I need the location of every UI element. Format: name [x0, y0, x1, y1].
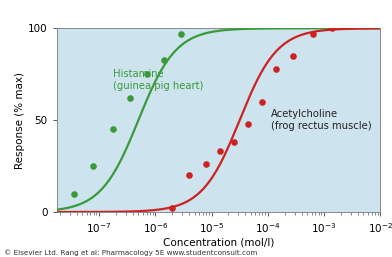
Point	[178, 32, 184, 36]
Point	[290, 54, 296, 58]
Point	[245, 122, 251, 126]
Point	[273, 67, 279, 71]
Point	[217, 149, 223, 153]
X-axis label: Concentration (mol/l): Concentration (mol/l)	[163, 238, 274, 248]
Point	[310, 32, 316, 36]
Point	[110, 127, 116, 131]
Point	[71, 192, 77, 196]
Point	[169, 206, 175, 210]
Point	[203, 162, 209, 166]
Point	[259, 100, 265, 104]
Text: Acetylcholine
(frog rectus muscle): Acetylcholine (frog rectus muscle)	[270, 109, 371, 131]
Text: Histamine
(guinea pig heart): Histamine (guinea pig heart)	[113, 69, 203, 91]
Point	[161, 58, 167, 62]
Point	[231, 140, 237, 144]
Y-axis label: Response (% max): Response (% max)	[15, 72, 25, 169]
Point	[329, 26, 336, 30]
Text: © Elsevier Ltd. Rang et al: Pharmacology 5E www.studentconsult.com: © Elsevier Ltd. Rang et al: Pharmacology…	[4, 249, 257, 256]
Point	[144, 72, 150, 76]
Point	[90, 164, 96, 168]
Point	[127, 96, 133, 100]
Point	[186, 173, 192, 177]
